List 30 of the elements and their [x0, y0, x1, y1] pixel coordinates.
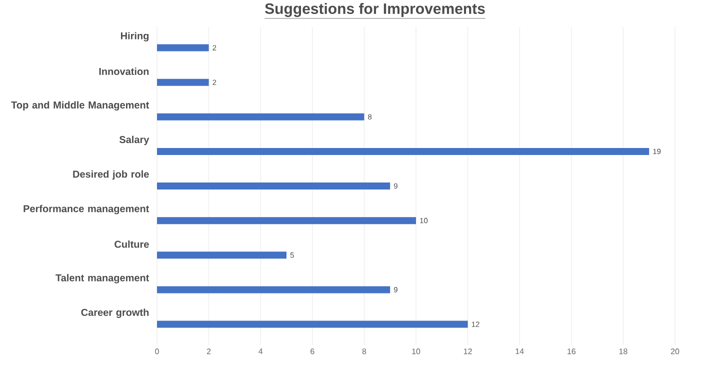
y-tick-label: Salary — [119, 136, 150, 146]
x-tick-label: 8 — [362, 348, 366, 354]
x-tick-label: 4 — [258, 348, 263, 354]
x-tick-label: 16 — [568, 348, 576, 354]
bar — [157, 148, 650, 155]
x-tick-label: 14 — [516, 348, 524, 354]
bar — [157, 320, 468, 328]
x-tick-label: 0 — [155, 348, 159, 354]
y-tick-label: Career growth — [81, 308, 149, 318]
x-tick-label: 2 — [206, 348, 211, 354]
bar — [157, 113, 364, 120]
y-tick-label: Culture — [114, 240, 149, 248]
bar — [157, 78, 209, 86]
bar — [157, 286, 390, 294]
y-tick-label: Performance management — [24, 204, 150, 214]
x-tick-label: 6 — [310, 348, 314, 354]
chart-title: Suggestions for Improvements — [265, 2, 485, 18]
x-tick-label: 12 — [464, 348, 472, 354]
y-tick-label: Top and Middle Management — [11, 101, 150, 111]
x-tick-label: 20 — [670, 348, 680, 354]
y-tick-label: Talent management — [56, 274, 150, 284]
bar — [157, 252, 286, 259]
y-tick-label: Hiring — [120, 32, 149, 42]
y-tick-label: Desired job role — [73, 170, 149, 180]
y-tick-label: Innovation — [99, 68, 149, 75]
x-tick-label: 18 — [619, 348, 628, 354]
x-tick-label: 10 — [412, 348, 420, 354]
bar — [157, 182, 390, 190]
bar — [157, 44, 209, 52]
bar — [157, 217, 416, 224]
